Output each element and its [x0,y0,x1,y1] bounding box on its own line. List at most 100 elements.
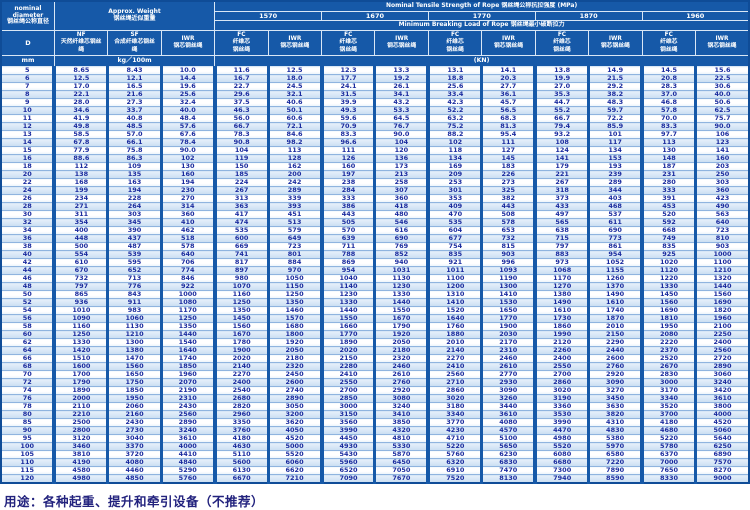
table-row: 90 2800 2730 3240 3760 4050 3990 4320 4230 4570 44… [1,426,749,435]
value-cell: 2310 [480,346,536,355]
table-row: 78 2110 2060 2430 2820 3050 3000 3240 3180 3440 33… [1,402,749,411]
value-cell: 19.6 [159,82,215,91]
value-cell: 194 [106,186,162,195]
subcolumn-header-12: FC 纤维芯 钢丝绳 [641,30,696,56]
value-cell: 382 [480,194,536,203]
value-cell: 2020 [319,346,375,355]
value-cell: 1790 [373,322,429,331]
diameter-cell: 7 [1,82,55,91]
value-cell: 90.8 [212,138,269,147]
value-cell: 922 [159,282,215,291]
value-cell: 40.8 [106,114,162,123]
value-cell: 93.2 [533,130,589,139]
value-cell: 1950 [106,394,162,403]
value-cell: 22.5 [693,74,749,83]
value-cell: 126 [319,154,375,163]
subcolumn-header-5: IWR 钢芯钢丝绳 [267,30,323,56]
value-cell: 33.7 [106,106,162,115]
value-cell: 64.5 [373,114,429,123]
value-cell: 2770 [480,370,536,379]
value-cell: 2210 [52,410,108,419]
value-cell: 2600 [266,378,322,387]
value-cell: 118 [426,146,482,155]
diameter-cell: 34 [1,226,55,235]
value-cell: 88.6 [52,154,108,163]
value-cell: 111 [480,138,536,147]
value-cell: 723 [693,226,749,235]
value-cell: 270 [159,194,215,203]
value-cell: 852 [373,250,429,259]
value-cell: 3060 [693,370,749,379]
value-cell: 3420 [693,386,749,395]
value-cell: 90.0 [159,146,215,155]
value-cell: 353 [426,194,482,203]
table-row: 30 311 303 360 417 451 443 480 470 508 497 537 520 56… [1,210,749,219]
value-cell: 1950 [640,322,696,331]
value-cell: 2460 [373,362,429,371]
value-cell: 2520 [640,354,696,363]
value-cell: 16.5 [106,82,162,91]
value-cell: 4000 [693,410,749,419]
value-cell: 17.7 [319,74,375,83]
value-cell: 2670 [640,362,696,371]
table-row: 56 1090 1060 1250 1450 1570 1550 1670 1640 1770 17… [1,314,749,323]
table-row: 9 28.0 27.3 32.4 37.5 40.6 39.9 43.2 42.3 45.7 44.… [1,98,749,107]
value-cell: 437 [106,234,162,243]
value-cell: 136 [373,154,429,163]
value-cell: 1760 [426,322,482,331]
value-cell: 111 [319,146,375,155]
value-cell: 3200 [266,410,322,419]
value-cell: 518 [159,234,215,243]
table-row: 5 8.65 8.43 10.0 11.6 12.5 12.3 13.3 13.1 14.1 13.… [1,66,749,75]
value-cell: 1600 [52,362,108,371]
value-cell: 3040 [106,434,162,443]
value-cell: 2000 [52,394,108,403]
value-cell: 835 [426,250,482,259]
value-cell: 360 [373,194,429,203]
value-cell: 6370 [640,450,696,459]
value-cell: 2110 [52,402,108,411]
subcolumn-header-8: FC 纤维芯 钢丝绳 [427,30,483,56]
table-row: 60 1250 1210 1440 1670 1800 1770 1920 1880 2030 19… [1,330,749,339]
value-cell: 391 [640,194,696,203]
value-cell: 546 [373,218,429,227]
table-row: 14 67.8 66.1 78.4 90.8 98.2 96.6 104 102 111 108 11… [1,138,749,147]
value-cell: 19.2 [373,74,429,83]
diameter-cell: 110 [1,458,55,467]
diameter-cell: 80 [1,410,55,419]
diameter-cell: 9 [1,98,55,107]
value-cell: 869 [319,258,375,267]
value-cell: 264 [106,202,162,211]
value-cell: 1550 [319,314,375,323]
value-cell: 1120 [640,266,696,275]
diameter-cell: 18 [1,162,55,171]
value-cell: 2140 [426,346,482,355]
value-cell: 68.3 [480,114,536,123]
diameter-cell: 95 [1,434,55,443]
value-cell: 289 [266,186,322,195]
value-cell: 4000 [159,442,215,451]
table-row: 13 58.5 57.0 67.6 78.3 84.6 83.3 90.0 88.2 95.4 93… [1,130,749,139]
value-cell: 4580 [52,466,108,475]
value-cell: 163 [106,178,162,187]
value-cell: 884 [266,258,322,267]
value-cell: 134 [587,146,643,155]
value-cell: 2850 [319,394,375,403]
value-cell: 940 [373,258,429,267]
value-cell: 1330 [640,282,696,291]
value-cell: 95.4 [480,130,536,139]
diameter-cell: 58 [1,322,55,331]
table-row: 42 610 595 706 817 884 869 940 921 996 973 1052 1020… [1,258,749,267]
value-cell: 4410 [159,450,215,459]
value-cell: 6060 [266,458,322,467]
value-cell: 1052 [587,258,643,267]
value-cell: 1155 [587,266,643,275]
value-cell: 360 [693,186,749,195]
value-cell: 6080 [533,450,589,459]
value-cell: 76.7 [373,122,429,131]
value-cell: 2060 [106,402,162,411]
value-cell: 1370 [587,282,643,291]
value-cell: 21.6 [106,90,162,99]
value-cell: 35.3 [533,90,589,99]
strength-grade-1570: 1570 [214,11,323,21]
